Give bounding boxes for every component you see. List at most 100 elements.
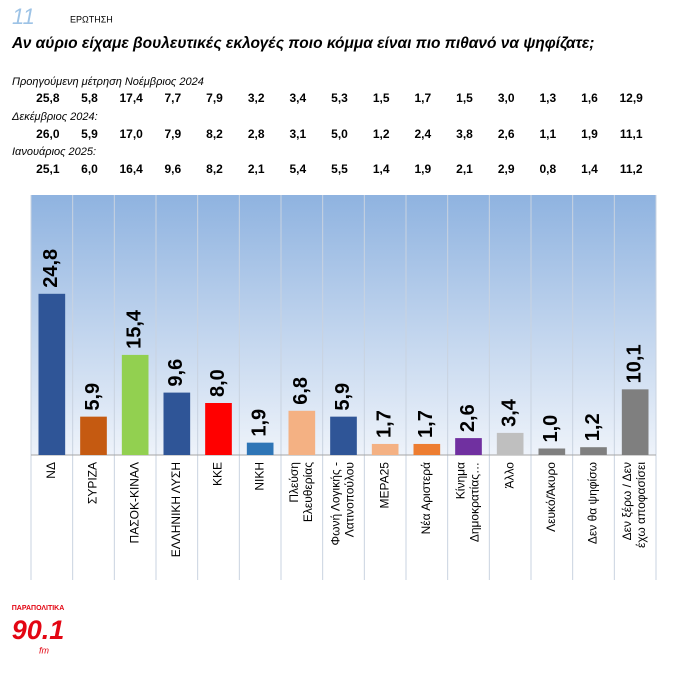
- x-tick-label: ΠΑΣΟΚ-ΚΙΝΑΛ: [127, 462, 141, 543]
- measurement-value: 1,2: [373, 127, 390, 141]
- chart-title: Αν αύριο είχαμε βουλευτικές εκλογές ποιο…: [11, 35, 594, 52]
- value-label: 6,8: [290, 377, 312, 405]
- bar: [246, 442, 274, 455]
- measurement-value: 1,9: [414, 162, 431, 176]
- bar: [455, 438, 482, 455]
- bar: [371, 443, 399, 455]
- measurement-value: 1,9: [581, 127, 598, 141]
- measurement-value: 8,2: [206, 162, 223, 176]
- measurement-label: Προηγούμενη μέτρηση Νοέμβριος 2024: [12, 76, 204, 88]
- value-label: 5,9: [332, 383, 354, 411]
- value-label: 3,4: [498, 398, 520, 427]
- bar: [288, 410, 316, 455]
- bar: [496, 432, 524, 455]
- value-label: 8,0: [207, 369, 229, 397]
- measurement-value: 1,5: [373, 91, 390, 105]
- value-label: 15,4: [123, 309, 145, 349]
- measurement-value: 25,1: [36, 162, 60, 176]
- measurement-value: 8,2: [206, 127, 223, 141]
- measurement-value: 7,7: [164, 91, 181, 105]
- measurement-value: 5,3: [331, 91, 348, 105]
- measurement-value: 3,8: [456, 127, 473, 141]
- value-label: 1,9: [248, 409, 270, 437]
- measurement-value: 1,4: [581, 162, 598, 176]
- logo-frequency: 90.1: [12, 615, 65, 645]
- bar: [205, 403, 232, 455]
- x-tick-label: Λευκό/Άκυρο: [544, 462, 558, 532]
- value-label: 24,8: [40, 249, 62, 288]
- measurement-value: 1,5: [456, 91, 473, 105]
- measurement-value: 17,4: [119, 91, 143, 105]
- x-tick-label: Νέα Αριστερά: [419, 462, 433, 534]
- measurement-value: 2,4: [414, 127, 431, 141]
- x-tick-label: ΜΕΡΑ25: [377, 462, 391, 509]
- measurement-value: 1,7: [414, 91, 431, 105]
- x-tick-label: ΠλεύσηΕλευθερίας: [287, 462, 315, 522]
- measurement-value: 12,9: [619, 91, 643, 105]
- measurement-value: 26,0: [36, 127, 60, 141]
- measurement-value: 7,9: [164, 127, 181, 141]
- measurement-value: 1,6: [581, 91, 598, 105]
- measurement-value: 1,4: [373, 162, 390, 176]
- bar: [330, 416, 357, 455]
- measurement-value: 2,1: [456, 162, 473, 176]
- value-label: 1,2: [582, 413, 604, 441]
- value-label: 1,0: [540, 415, 562, 443]
- x-tick-label: ΚίνημαΔημοκρατίας…: [454, 462, 482, 542]
- x-tick-label: ΝΔ: [44, 462, 58, 479]
- logo-brand: ΠΑΡΑΠΟΛΙΤΙΚΑ: [12, 605, 65, 612]
- measurement-label: Ιανουάριος 2025:: [12, 146, 96, 158]
- logo: ΠΑΡΑΠΟΛΙΤΙΚΑ 90.1 fm: [12, 605, 65, 656]
- measurement-value: 11,2: [620, 162, 643, 176]
- measurement-value: 25,8: [36, 91, 60, 105]
- value-label: 10,1: [623, 344, 645, 383]
- value-label: 9,6: [165, 359, 187, 387]
- x-tick-label: ΝΙΚΗ: [252, 462, 266, 491]
- header-label: ΕΡΩΤΗΣΗ: [70, 14, 113, 24]
- measurement-value: 0,8: [539, 162, 556, 176]
- measurement-value: 2,8: [248, 127, 265, 141]
- value-label: 5,9: [82, 383, 104, 411]
- measurement-value: 9,6: [164, 162, 181, 176]
- x-tick-label: ΕΛΛΗΝΙΚΗ ΛΥΣΗ: [169, 462, 183, 557]
- measurement-label: Δεκέμβριος 2024:: [11, 111, 98, 123]
- bar: [80, 416, 107, 455]
- bar: [538, 448, 566, 455]
- logo-band: fm: [39, 645, 50, 655]
- measurement-value: 6,0: [81, 162, 98, 176]
- bar: [580, 447, 607, 455]
- measurement-value: 3,2: [248, 91, 265, 105]
- x-tick-label: Άλλο: [502, 462, 516, 489]
- measurement-value: 5,9: [81, 127, 98, 141]
- measurement-value: 11,1: [620, 127, 643, 141]
- measurement-value: 3,1: [289, 127, 306, 141]
- measurement-value: 7,9: [206, 91, 223, 105]
- measurement-value: 5,4: [289, 162, 306, 176]
- measurement-value: 5,8: [81, 91, 98, 105]
- measurement-value: 1,3: [539, 91, 556, 105]
- measurement-value: 2,9: [498, 162, 515, 176]
- measurement-value: 2,1: [248, 162, 265, 176]
- bar: [621, 389, 649, 455]
- x-tick-label: Φωνή Λογικής -Λατινοπούλου: [329, 462, 357, 545]
- bar: [38, 293, 66, 455]
- measurement-value: 1,1: [539, 127, 556, 141]
- bar: [121, 354, 149, 455]
- measurement-value: 5,0: [331, 127, 348, 141]
- value-label: 1,7: [415, 410, 437, 438]
- measurement-value: 17,0: [119, 127, 143, 141]
- page-number: 11: [12, 4, 35, 29]
- value-label: 1,7: [373, 410, 395, 438]
- x-tick-label: ΣΥΡΙΖΑ: [86, 462, 100, 504]
- x-tick-label: Δεν ξέρω / Δενέχω αποφασίσει: [620, 462, 648, 548]
- measurement-value: 2,6: [498, 127, 515, 141]
- bar: [163, 392, 191, 455]
- bar: [413, 443, 441, 455]
- value-label: 2,6: [457, 404, 479, 432]
- measurement-value: 16,4: [119, 162, 143, 176]
- measurement-value: 5,5: [331, 162, 348, 176]
- x-tick-label: ΚΚΕ: [211, 462, 225, 486]
- measurement-value: 3,4: [289, 91, 306, 105]
- x-tick-label: Δεν θα ψηφίσω: [586, 462, 600, 544]
